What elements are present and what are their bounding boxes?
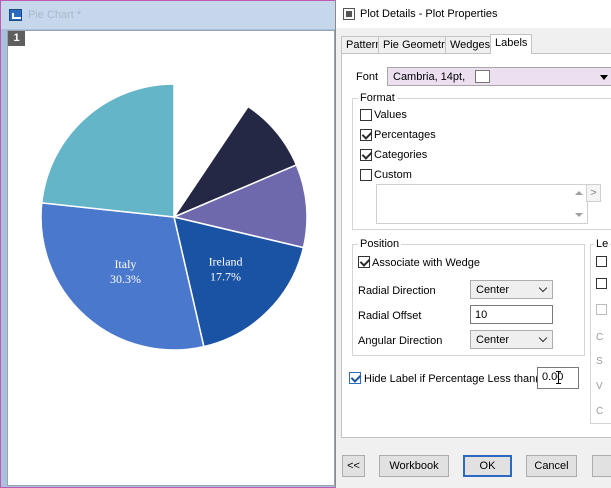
- radial-direction-value: Center: [476, 284, 510, 296]
- format-group: Format: [352, 92, 611, 230]
- angular-direction-select[interactable]: Center: [470, 330, 553, 349]
- radial-offset-label: Radial Offset: [358, 310, 422, 322]
- workbook-button[interactable]: Workbook: [379, 455, 449, 477]
- previous-button[interactable]: <<: [342, 455, 365, 477]
- graph-titlebar[interactable]: Pie Chart *: [1, 1, 337, 29]
- pie-slice-2[interactable]: [171, 163, 308, 249]
- pie-slice-4[interactable]: [40, 201, 205, 351]
- custom-format-textarea[interactable]: [376, 184, 588, 224]
- scroll-up-icon[interactable]: [575, 191, 583, 195]
- custom-format-insert-button[interactable]: >: [586, 184, 601, 202]
- radial-direction-select[interactable]: Center: [470, 280, 553, 299]
- scroll-down-icon[interactable]: [575, 213, 583, 217]
- dropdown-arrow-icon: [600, 75, 608, 80]
- font-dropdown[interactable]: Cambria, 14pt,: [387, 67, 611, 86]
- cut-label-2: S: [596, 356, 603, 367]
- pie-chart: Ireland 17.7% Italy 30.3%: [40, 83, 308, 351]
- pie-slice-3[interactable]: [172, 215, 305, 348]
- values-label: Values: [374, 109, 407, 121]
- dialog-app-icon: [343, 8, 355, 20]
- pie-slice-label-4: Italy 30.3%: [110, 257, 141, 286]
- font-color-swatch[interactable]: [475, 70, 490, 83]
- cut-checkbox-3[interactable]: [596, 304, 607, 315]
- cut-label-3: V: [596, 381, 603, 392]
- associate-with-wedge-checkbox[interactable]: [358, 256, 370, 268]
- radial-direction-label: Radial Direction: [358, 285, 436, 297]
- tab-pie-geometry[interactable]: Pie Geometry: [378, 36, 456, 53]
- graph-page[interactable]: 1 Ireland 17.7% Italy 30.3%: [7, 30, 335, 486]
- graph-window-title: Pie Chart *: [28, 9, 82, 21]
- graph-window-icon: [9, 9, 22, 21]
- hide-label-checkbox[interactable]: [349, 372, 361, 384]
- pie-slice-5[interactable]: [40, 83, 175, 218]
- labels-tab-panel: Font Cambria, 14pt, Format Values Percen…: [341, 53, 611, 438]
- categories-checkbox[interactable]: [360, 149, 372, 161]
- cut-label-4: C: [596, 406, 604, 417]
- chevron-down-icon: [538, 283, 548, 293]
- angular-direction-value: Center: [476, 334, 510, 346]
- hide-label-threshold-input[interactable]: 0.00: [537, 367, 579, 389]
- tab-strip: Pattern Pie Geometry Wedges Labels: [341, 34, 611, 54]
- dialog-titlebar[interactable]: Plot Details - Plot Properties: [336, 0, 611, 28]
- custom-label: Custom: [374, 169, 412, 181]
- tab-wedges[interactable]: Wedges: [445, 36, 496, 53]
- format-group-title: Format: [358, 92, 397, 104]
- cut-checkbox-2[interactable]: [596, 278, 607, 289]
- tab-labels[interactable]: Labels: [490, 34, 533, 54]
- radial-offset-value: 10: [475, 309, 488, 321]
- apply-button[interactable]: [592, 455, 611, 477]
- ok-button[interactable]: OK: [463, 455, 512, 477]
- position-group-title: Position: [358, 238, 402, 250]
- chevron-down-icon: [538, 333, 548, 343]
- leader-lines-group-title: Le: [594, 238, 611, 250]
- pie-slice-0[interactable]: [173, 83, 250, 220]
- plot-details-dialog: Plot Details - Plot Properties Pattern P…: [335, 0, 611, 488]
- radial-offset-input[interactable]: 10: [470, 305, 553, 324]
- dialog-title: Plot Details - Plot Properties: [360, 8, 498, 20]
- associate-with-wedge-label: Associate with Wedge: [372, 257, 481, 269]
- hide-label-text: Hide Label if Percentage Less than(%): [364, 373, 553, 385]
- cancel-button[interactable]: Cancel: [526, 455, 577, 477]
- percentages-label: Percentages: [374, 129, 436, 141]
- values-checkbox[interactable]: [360, 109, 372, 121]
- pie-slice-label-3: Ireland 17.7%: [209, 254, 243, 283]
- font-label: Font: [356, 71, 379, 83]
- text-cursor-icon: [556, 371, 563, 384]
- cut-label-1: C: [596, 332, 604, 343]
- layer-number-badge[interactable]: 1: [8, 31, 25, 46]
- graph-window: Pie Chart * 1 Ireland 17.7% Italy 30.3%: [0, 0, 337, 488]
- font-dropdown-value: Cambria, 14pt,: [393, 71, 466, 83]
- angular-direction-label: Angular Direction: [358, 335, 443, 347]
- categories-label: Categories: [374, 149, 428, 161]
- position-group: Position: [352, 238, 585, 356]
- custom-checkbox[interactable]: [360, 169, 372, 181]
- cut-checkbox-1[interactable]: [596, 256, 607, 267]
- percentages-checkbox[interactable]: [360, 129, 372, 141]
- leader-lines-group: Le: [590, 238, 611, 424]
